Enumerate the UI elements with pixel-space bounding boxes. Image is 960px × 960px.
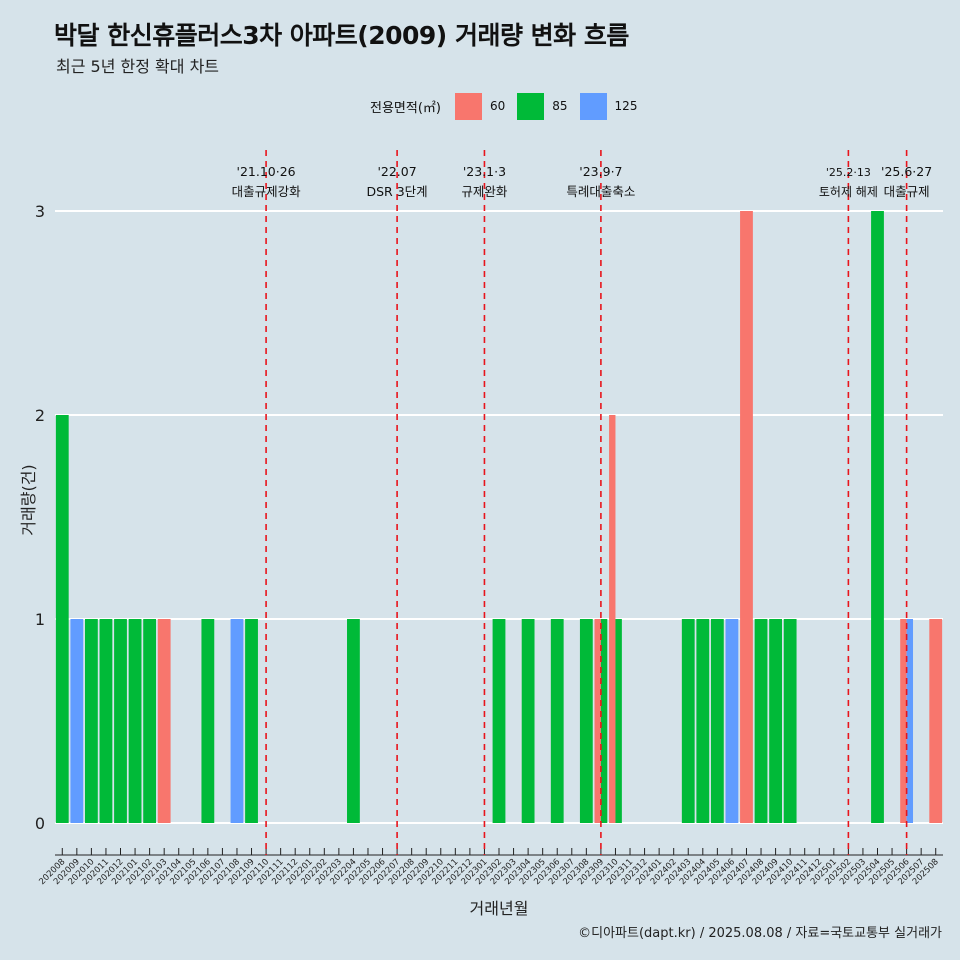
legend: 전용면적(㎡) 60 85 125 bbox=[370, 92, 643, 120]
bar-202409-85 bbox=[769, 619, 782, 823]
bar-202308-85 bbox=[579, 619, 593, 823]
legend-label-125: 125 bbox=[614, 99, 638, 113]
event-date: '23.1·3 bbox=[463, 164, 506, 179]
y-tick-label: 3 bbox=[35, 202, 45, 221]
bar-202009-125 bbox=[70, 619, 84, 823]
bar-202407-60 bbox=[740, 211, 753, 823]
legend-label-60: 60 bbox=[489, 99, 506, 113]
bar-202108-125 bbox=[230, 619, 244, 823]
bar-202504-85 bbox=[871, 211, 884, 823]
legend-label-85: 85 bbox=[552, 99, 568, 113]
event-label: 특례대출축소 bbox=[566, 184, 635, 199]
bar-202109-85 bbox=[245, 619, 258, 823]
event-label: 대출규제 bbox=[884, 184, 930, 199]
x-axis-title: 거래년월 bbox=[470, 899, 529, 918]
legend-item-85: 85 bbox=[517, 92, 568, 120]
bar-202106-85 bbox=[201, 619, 215, 823]
bar-202309-85 bbox=[600, 619, 608, 823]
legend-swatch-85 bbox=[517, 92, 545, 120]
bar-202310-85 bbox=[615, 619, 622, 823]
event-label: 규제완화 bbox=[461, 184, 508, 199]
bar-202306-85 bbox=[550, 619, 564, 823]
bar-202310-60 bbox=[609, 415, 616, 823]
event-date: '22.07 bbox=[377, 164, 416, 179]
bar-202008-85 bbox=[55, 415, 69, 823]
bar-202403-85 bbox=[681, 619, 695, 823]
chart-title: 박달 한신휴플러스3차 아파트(2009) 거래량 변화 흐름 bbox=[54, 21, 629, 50]
y-tick-label: 0 bbox=[35, 814, 45, 833]
bar-202012-85 bbox=[114, 619, 127, 823]
bar-202011-85 bbox=[99, 619, 113, 823]
source-caption: ©디아파트(dapt.kr) / 2025.08.08 / 자료=국토교통부 실… bbox=[578, 926, 942, 941]
event-date: '25.2·13 bbox=[826, 166, 871, 179]
bar-202406-125 bbox=[725, 619, 739, 823]
bar-202506-125 bbox=[906, 619, 914, 823]
bar-202302-85 bbox=[492, 619, 506, 823]
event-label: 토허제 해제 bbox=[819, 185, 878, 199]
bar-202405-85 bbox=[710, 619, 724, 823]
legend-swatch-60 bbox=[454, 92, 482, 120]
event-date: '21.10·26 bbox=[237, 164, 296, 179]
y-tick-label: 2 bbox=[35, 406, 45, 425]
bar-202309-60 bbox=[594, 619, 601, 823]
event-date: '23.9·7 bbox=[579, 164, 622, 179]
legend-item-60: 60 bbox=[454, 92, 506, 120]
bar-202408-85 bbox=[754, 619, 768, 823]
legend-item-125: 125 bbox=[579, 92, 638, 120]
bar-202506-60 bbox=[900, 619, 907, 823]
event-label: 대출규제강화 bbox=[232, 184, 302, 199]
bar-202101-85 bbox=[128, 619, 142, 823]
legend-swatch-125 bbox=[579, 92, 607, 120]
event-label: DSR 3단계 bbox=[367, 184, 428, 199]
bar-202404-85 bbox=[696, 619, 710, 823]
bar-202304-85 bbox=[521, 619, 535, 823]
event-date: '25.6·27 bbox=[881, 164, 932, 179]
bar-202103-60 bbox=[157, 619, 171, 823]
bar-202508-60 bbox=[929, 619, 943, 823]
bar-202410-85 bbox=[783, 619, 797, 823]
chart-subtitle: 최근 5년 한정 확대 차트 bbox=[56, 57, 220, 76]
legend-title: 전용면적(㎡) bbox=[370, 100, 441, 116]
y-tick-label: 1 bbox=[35, 610, 45, 629]
y-axis-title: 거래량(건) bbox=[19, 464, 38, 535]
bar-202102-85 bbox=[143, 619, 157, 823]
bar-202010-85 bbox=[84, 619, 98, 823]
bar-202204-85 bbox=[347, 619, 360, 823]
